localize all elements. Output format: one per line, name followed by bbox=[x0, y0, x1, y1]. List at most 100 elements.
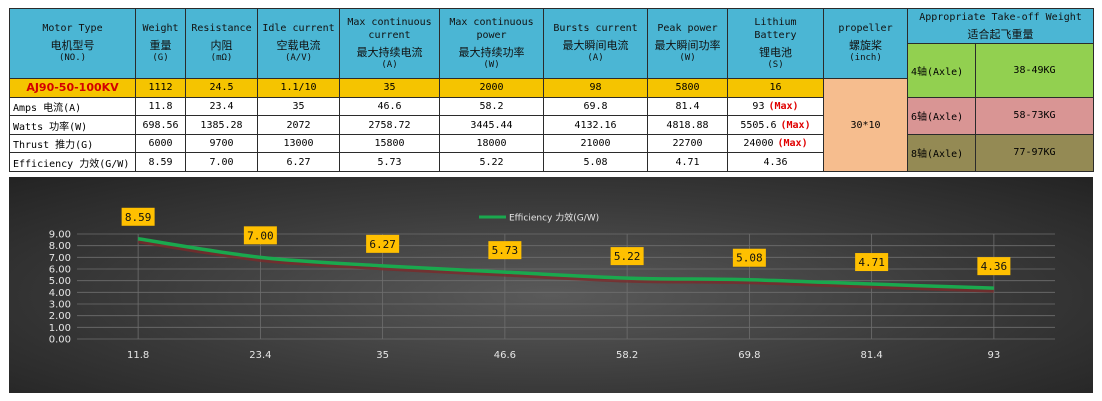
propeller-size: 30*10 bbox=[823, 78, 908, 172]
data-label-box bbox=[732, 248, 766, 267]
motor-spec-table: Motor Type 电机型号 (NO.) Weight 重量 (G) Resistan… bbox=[9, 7, 1094, 173]
thrust-cell: 9700 bbox=[185, 133, 258, 154]
watts-cell: 4818.88 bbox=[647, 115, 728, 135]
data-label: 6.27 bbox=[369, 238, 396, 251]
y-tick-label: 4.00 bbox=[49, 288, 71, 299]
max-tag: (Max) bbox=[780, 119, 811, 131]
chart-canvas: 0.001.002.003.004.005.006.007.008.009.00… bbox=[49, 207, 1055, 361]
model-bursts-current: 98 bbox=[543, 78, 648, 98]
amps-cell-max: 93 (Max) bbox=[727, 96, 824, 117]
row-label-amps: Amps 电流(A) bbox=[9, 96, 136, 117]
header-weight: Weight 重量 (G) bbox=[135, 7, 186, 80]
model-max-continuous-current: 35 bbox=[339, 78, 440, 98]
x-tick-label: 81.4 bbox=[860, 350, 882, 361]
x-tick-label: 35 bbox=[376, 350, 389, 361]
row-label-thrust: Thrust 推力(G) bbox=[9, 133, 136, 154]
amps-cell: 23.4 bbox=[185, 96, 258, 117]
model-peak-power: 5800 bbox=[647, 78, 728, 98]
header-max-continuous-power: Max continuous power 最大持续功率 (W) bbox=[439, 7, 544, 80]
thrust-cell: 6000 bbox=[135, 133, 186, 154]
watts-cell: 698.56 bbox=[135, 115, 186, 135]
data-label-box bbox=[488, 241, 522, 260]
efficiency-cell: 7.00 bbox=[185, 152, 258, 172]
header-resistance: Resistance 内阻 (mΩ) bbox=[185, 7, 258, 80]
data-label-box bbox=[243, 226, 277, 245]
thrust-cell: 22700 bbox=[647, 133, 728, 154]
x-tick-label: 93 bbox=[988, 350, 1001, 361]
takeoff-4-axle: 4轴(Axle) bbox=[907, 43, 976, 98]
row-label-watts: Watts 功率(W) bbox=[9, 115, 136, 135]
efficiency-series-line bbox=[137, 237, 994, 290]
y-tick-label: 0.00 bbox=[49, 335, 71, 346]
thrust-cell: 13000 bbox=[257, 133, 340, 154]
model-idle-current: 1.1/10 bbox=[257, 78, 340, 98]
watts-cell: 3445.44 bbox=[439, 115, 544, 135]
thrust-cell-max: 24000 (Max) bbox=[727, 133, 824, 154]
watts-cell: 1385.28 bbox=[185, 115, 258, 135]
series-line-shadow bbox=[137, 240, 994, 293]
takeoff-6-axle-weight: 58-73KG bbox=[975, 96, 1094, 135]
header-peak-power: Peak power 最大瞬间功率 (W) bbox=[647, 7, 728, 80]
header-idle-current: Idle current 空载电流 (A/V) bbox=[257, 7, 340, 80]
data-label-box bbox=[366, 234, 400, 253]
max-tag: (Max) bbox=[768, 100, 799, 112]
data-label: 5.08 bbox=[736, 252, 763, 265]
watts-cell-max: 5505.6 (Max) bbox=[727, 115, 824, 135]
header-motor-type: Motor Type 电机型号 (NO.) bbox=[9, 7, 136, 80]
efficiency-cell: 5.73 bbox=[339, 152, 440, 172]
legend-label: Efficiency 力效(G/W) bbox=[509, 212, 599, 224]
header-lithium-battery: Lithium Battery 锂电池 (S) bbox=[727, 7, 824, 80]
data-label-box bbox=[977, 257, 1011, 276]
max-tag: (Max) bbox=[777, 138, 808, 150]
model-name: AJ90-50-100KV bbox=[9, 78, 136, 98]
x-tick-label: 23.4 bbox=[249, 350, 271, 361]
model-max-continuous-power: 2000 bbox=[439, 78, 544, 98]
amps-cell: 69.8 bbox=[543, 96, 648, 117]
header-max-continuous-current: Max continuous current 最大持续电流 (A) bbox=[339, 7, 440, 80]
data-label: 5.73 bbox=[492, 244, 519, 257]
data-label: 8.59 bbox=[125, 211, 152, 224]
model-weight: 1112 bbox=[135, 78, 186, 98]
takeoff-8-axle: 8轴(Axle) bbox=[907, 133, 976, 173]
efficiency-cell: 6.27 bbox=[257, 152, 340, 172]
efficiency-cell: 4.36 bbox=[727, 152, 824, 172]
model-resistance: 24.5 bbox=[185, 78, 258, 98]
header-propeller: propeller 螺旋桨 (inch) bbox=[823, 7, 908, 80]
header-bursts-current: Bursts current 最大瞬间电流 (A) bbox=[543, 7, 648, 80]
data-label-box bbox=[855, 253, 889, 272]
watts-cell: 4132.16 bbox=[543, 115, 648, 135]
efficiency-cell: 4.71 bbox=[647, 152, 728, 172]
x-tick-label: 11.8 bbox=[127, 350, 149, 361]
efficiency-cell: 8.59 bbox=[135, 152, 186, 172]
table-row: Watts 功率(W) 698.56 1385.28 2072 2758.72 … bbox=[9, 115, 1094, 135]
watts-cell: 2072 bbox=[257, 115, 340, 135]
y-tick-label: 2.00 bbox=[49, 311, 71, 322]
data-label: 4.71 bbox=[858, 256, 885, 269]
amps-cell: 58.2 bbox=[439, 96, 544, 117]
thrust-cell: 21000 bbox=[543, 133, 648, 154]
table-row: Amps 电流(A) 11.8 23.4 35 46.6 58.2 69.8 8… bbox=[9, 96, 1094, 135]
data-label: 4.36 bbox=[981, 260, 1008, 273]
data-label-box bbox=[610, 247, 644, 266]
watts-cell: 2758.72 bbox=[339, 115, 440, 135]
amps-cell: 35 bbox=[257, 96, 340, 117]
data-label: 7.00 bbox=[247, 229, 274, 242]
header-takeoff-weight: Appropriate Take-off Weight 适合起飞重量 bbox=[907, 7, 1094, 45]
data-label-box bbox=[121, 207, 155, 226]
takeoff-8-axle-weight: 77-97KG bbox=[975, 133, 1094, 173]
data-label: 5.22 bbox=[614, 250, 641, 263]
efficiency-cell: 5.22 bbox=[439, 152, 544, 172]
x-tick-label: 58.2 bbox=[616, 350, 638, 361]
x-tick-label: 69.8 bbox=[738, 350, 760, 361]
row-label-efficiency: Efficiency 力效(G/W) bbox=[9, 152, 136, 172]
table-row: Efficiency 力效(G/W) 8.59 7.00 6.27 5.73 5… bbox=[9, 152, 1094, 172]
y-tick-label: 8.00 bbox=[49, 241, 71, 252]
y-tick-label: 9.00 bbox=[49, 230, 71, 241]
y-tick-label: 5.00 bbox=[49, 276, 71, 287]
efficiency-cell: 5.08 bbox=[543, 152, 648, 172]
table-row: Thrust 推力(G) 6000 9700 13000 15800 18000… bbox=[9, 133, 1094, 173]
amps-cell: 81.4 bbox=[647, 96, 728, 117]
y-tick-label: 1.00 bbox=[49, 323, 71, 334]
y-tick-label: 3.00 bbox=[49, 300, 71, 311]
y-tick-label: 7.00 bbox=[49, 253, 71, 264]
